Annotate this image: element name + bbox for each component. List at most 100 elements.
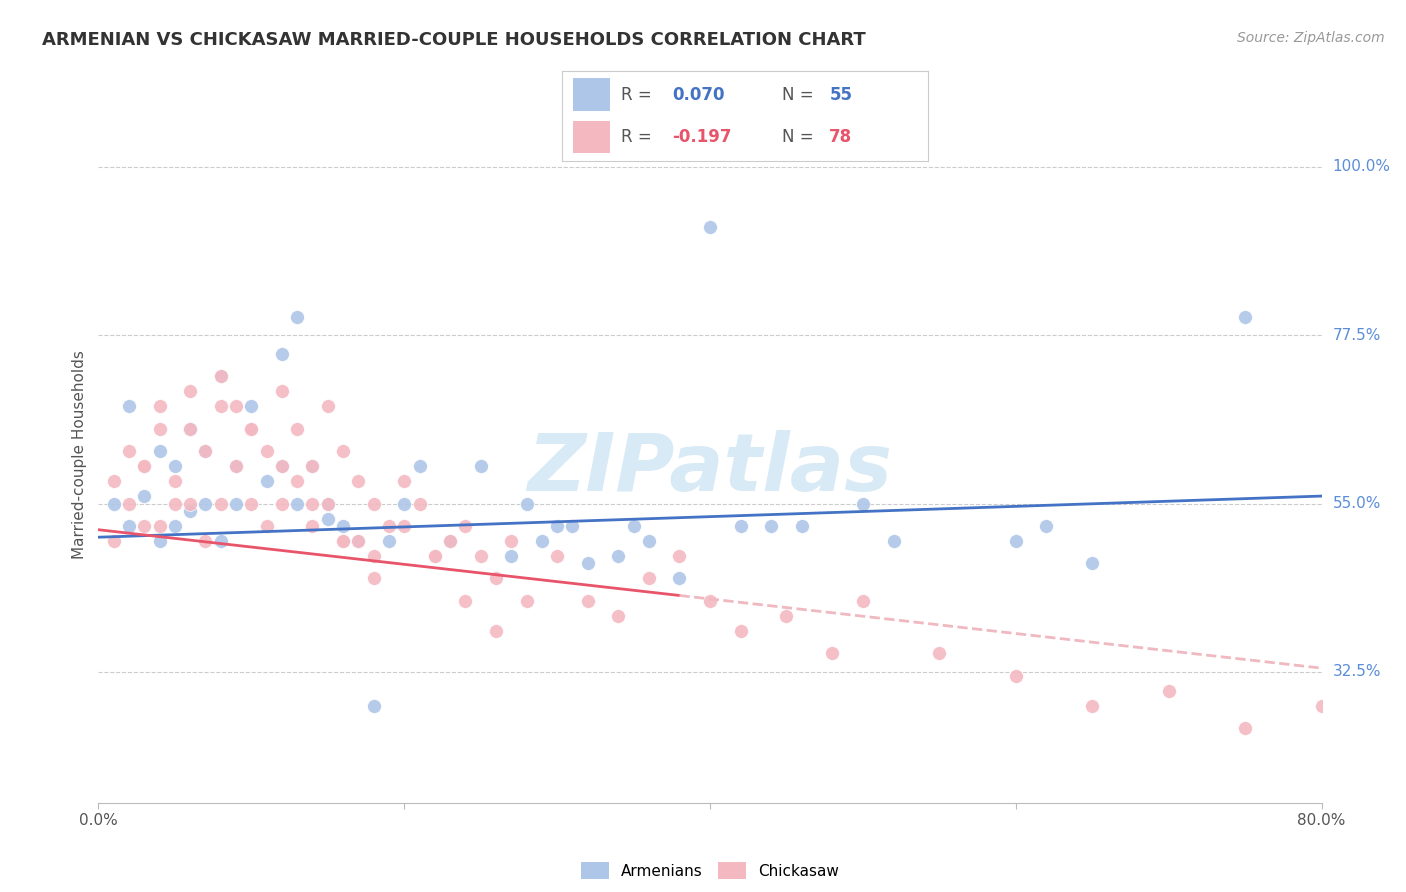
Point <box>332 444 354 458</box>
Point <box>163 497 186 511</box>
Text: -0.197: -0.197 <box>672 128 731 146</box>
Point <box>240 422 263 436</box>
Point <box>363 571 385 585</box>
Point <box>1234 721 1257 735</box>
Point <box>270 384 292 399</box>
Point <box>194 444 217 458</box>
Point <box>301 459 323 474</box>
Point <box>240 497 263 511</box>
Point <box>103 497 125 511</box>
Point <box>301 519 323 533</box>
Point <box>179 384 201 399</box>
Point <box>668 549 690 563</box>
Point <box>134 489 156 503</box>
Point <box>423 549 446 563</box>
Point <box>270 459 292 474</box>
Point <box>363 549 385 563</box>
Point <box>1386 743 1406 757</box>
Point <box>668 571 690 585</box>
Point <box>209 533 232 548</box>
Point <box>209 369 232 384</box>
Point <box>225 459 247 474</box>
Point <box>194 497 217 511</box>
Point <box>149 399 172 413</box>
Point <box>470 459 492 474</box>
Point <box>179 422 201 436</box>
Point <box>256 519 278 533</box>
Point <box>607 608 630 623</box>
Point <box>623 519 645 533</box>
Point <box>1310 698 1333 713</box>
Point <box>423 549 446 563</box>
Point <box>301 459 323 474</box>
Point <box>501 549 523 563</box>
Point <box>378 533 401 548</box>
Text: R =: R = <box>621 86 657 103</box>
Point <box>149 519 172 533</box>
Point <box>270 459 292 474</box>
Point <box>1004 668 1026 682</box>
Point <box>194 533 217 548</box>
Text: ZIPatlas: ZIPatlas <box>527 430 893 508</box>
Point <box>883 533 905 548</box>
Point <box>637 571 661 585</box>
Bar <box>574 121 610 153</box>
Legend: Armenians, Chickasaw: Armenians, Chickasaw <box>575 855 845 886</box>
Point <box>454 594 477 608</box>
Point <box>1035 519 1057 533</box>
Point <box>134 459 156 474</box>
Point <box>470 549 492 563</box>
Point <box>332 519 354 533</box>
Point <box>347 474 370 488</box>
Text: 55.0%: 55.0% <box>1333 496 1381 511</box>
Point <box>163 474 186 488</box>
Point <box>516 594 538 608</box>
Point <box>852 497 875 511</box>
Point <box>790 519 813 533</box>
Point <box>501 533 523 548</box>
Text: Source: ZipAtlas.com: Source: ZipAtlas.com <box>1237 31 1385 45</box>
Point <box>730 624 752 638</box>
Point <box>928 646 950 660</box>
Text: 55: 55 <box>830 86 852 103</box>
Point <box>363 698 385 713</box>
Point <box>163 459 186 474</box>
Point <box>561 519 583 533</box>
Point <box>118 497 141 511</box>
Text: ARMENIAN VS CHICKASAW MARRIED-COUPLE HOUSEHOLDS CORRELATION CHART: ARMENIAN VS CHICKASAW MARRIED-COUPLE HOU… <box>42 31 866 49</box>
Point <box>546 519 568 533</box>
Point <box>103 474 125 488</box>
Point <box>852 594 875 608</box>
Point <box>163 519 186 533</box>
Point <box>485 624 508 638</box>
Point <box>576 557 599 571</box>
Point <box>118 444 141 458</box>
Point <box>699 594 721 608</box>
Point <box>256 474 278 488</box>
Point <box>149 422 172 436</box>
Point <box>607 549 630 563</box>
Point <box>316 511 339 525</box>
Point <box>316 497 339 511</box>
Point <box>530 533 553 548</box>
Point <box>347 533 370 548</box>
Point <box>270 497 292 511</box>
Point <box>1081 557 1104 571</box>
Point <box>821 646 844 660</box>
Point <box>332 533 354 548</box>
Point <box>134 519 156 533</box>
Point <box>423 549 446 563</box>
Point <box>194 444 217 458</box>
Point <box>149 533 172 548</box>
Point <box>363 497 385 511</box>
Point <box>516 497 538 511</box>
Point <box>775 608 797 623</box>
Point <box>240 422 263 436</box>
Point <box>225 399 247 413</box>
Point <box>392 497 416 511</box>
Point <box>285 497 308 511</box>
Point <box>270 347 292 361</box>
Point <box>637 533 661 548</box>
Point <box>118 399 141 413</box>
Point <box>285 422 308 436</box>
